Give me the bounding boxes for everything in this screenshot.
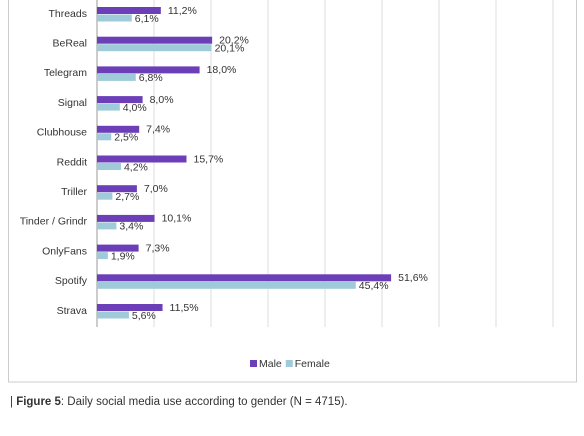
value-label: 18,0%: [207, 64, 237, 76]
bar: [97, 133, 112, 141]
value-label: 2,7%: [115, 191, 139, 203]
bar: [97, 214, 155, 222]
bar: [97, 36, 213, 44]
y-tick-label: Strava: [57, 305, 88, 317]
bar: [97, 192, 113, 200]
value-label: 6,8%: [139, 72, 163, 84]
value-label: 4,0%: [123, 102, 147, 114]
bar: [97, 244, 139, 252]
value-label: 45,4%: [359, 280, 389, 292]
bar: [97, 66, 200, 74]
y-tick-label: Threads: [48, 8, 87, 20]
caption: | Figure 5: Daily social media use accor…: [10, 396, 348, 408]
bar: [97, 7, 161, 14]
figure-label: Figure 5: [16, 396, 61, 408]
y-tick-label: OnlyFans: [42, 245, 87, 257]
value-label: 2,5%: [114, 132, 138, 144]
caption-text: : Daily social media use according to ge…: [60, 396, 348, 408]
bar: [97, 125, 140, 133]
legend-label: Male: [259, 358, 282, 370]
legend-swatch: [250, 360, 257, 367]
bar: [97, 14, 132, 22]
y-tick-label: BeReal: [53, 37, 87, 49]
bar: [97, 163, 121, 170]
bar: [97, 274, 392, 282]
chart-border: [8, 0, 577, 383]
bar: [97, 311, 129, 319]
value-label: 5,6%: [132, 310, 156, 322]
value-label: 7,4%: [146, 124, 170, 136]
value-label: 15,7%: [193, 153, 223, 165]
y-tick-label: Clubhouse: [37, 127, 87, 139]
value-label: 6,1%: [135, 13, 159, 25]
y-tick-label: Signal: [58, 97, 87, 109]
bar: [97, 222, 117, 230]
y-tick-label: Tinder / Grindr: [20, 216, 88, 228]
value-label: 4,2%: [124, 161, 148, 173]
bar: [97, 73, 136, 81]
bar: [97, 185, 137, 193]
bar: [97, 304, 163, 311]
bar: [97, 281, 356, 289]
value-label: 7,0%: [144, 183, 168, 195]
value-label: 51,6%: [398, 272, 428, 284]
value-label: 11,5%: [170, 302, 199, 314]
value-label: 20,2%: [219, 34, 249, 46]
bar: [97, 252, 108, 260]
y-tick-label: Telegram: [44, 67, 87, 79]
legend-label: Female: [295, 358, 330, 370]
value-label: 20,1%: [215, 42, 245, 54]
value-label: 8,0%: [150, 94, 174, 106]
y-tick-label: Spotify: [55, 275, 88, 287]
y-tick-label: Reddit: [57, 156, 87, 168]
legend-swatch: [285, 360, 293, 367]
value-label: 3,4%: [119, 221, 143, 233]
bar: [97, 103, 120, 111]
y-tick-label: Triller: [61, 186, 87, 198]
bar: [97, 96, 143, 104]
bar: [97, 44, 212, 52]
value-label: 1,9%: [111, 250, 135, 262]
value-label: 10,1%: [162, 213, 192, 225]
value-label: 7,3%: [146, 242, 170, 254]
bar: [97, 155, 187, 163]
chart: Threads 11,2% 6,1% BeReal 20,2%20,1% Telegram…: [8, 0, 577, 383]
value-label: 11,2%: [168, 5, 197, 17]
